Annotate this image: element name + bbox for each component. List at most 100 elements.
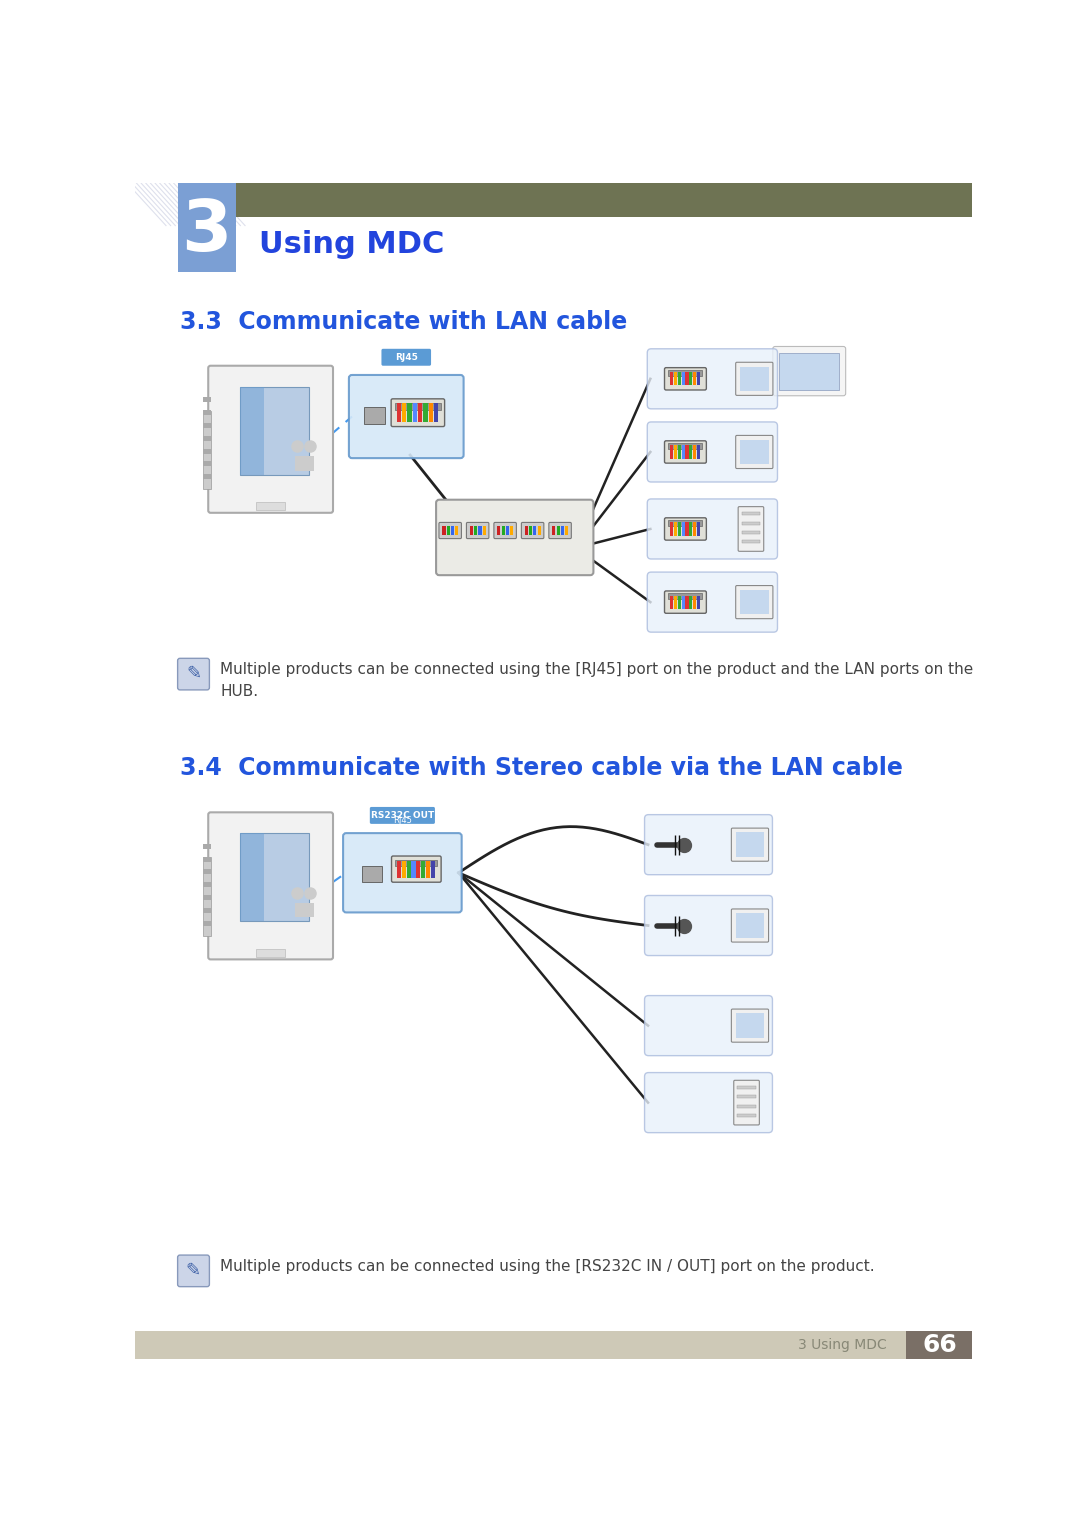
FancyBboxPatch shape [647,348,778,409]
Text: 3.3  Communicate with LAN cable: 3.3 Communicate with LAN cable [180,310,627,334]
Bar [693,596,697,609]
Bar [534,525,537,534]
Bar [295,457,314,470]
Bar [402,403,406,421]
Bar [429,403,433,421]
Bar [738,1086,756,1089]
Bar [681,446,685,458]
Bar [693,373,697,385]
FancyBboxPatch shape [731,909,769,942]
Bar [738,1113,756,1116]
Bar [689,373,692,385]
Bar [447,525,449,534]
Bar [418,403,422,421]
FancyBboxPatch shape [773,347,846,395]
FancyBboxPatch shape [664,591,706,614]
Bar [203,435,211,441]
Bar [686,373,689,385]
Bar [451,525,454,534]
Bar [203,883,211,887]
Bar [686,522,689,536]
Bar [411,861,416,878]
Bar [686,446,689,458]
Bar [203,857,211,861]
FancyBboxPatch shape [349,376,463,458]
FancyBboxPatch shape [664,518,706,541]
FancyBboxPatch shape [738,507,764,551]
Bar [681,596,685,609]
Bar [423,403,428,421]
Bar [240,834,264,921]
Bar [203,461,211,466]
Bar [203,921,211,925]
FancyBboxPatch shape [664,441,706,463]
Bar [510,525,513,534]
FancyBboxPatch shape [735,585,773,618]
Text: Multiple products can be connected using the [RS232C IN / OUT] port on the produ: Multiple products can be connected using… [220,1258,875,1274]
FancyBboxPatch shape [177,658,210,690]
Text: ✎: ✎ [186,1261,201,1280]
Bar [681,373,685,385]
Bar [693,446,697,458]
FancyBboxPatch shape [664,368,706,389]
Bar [203,449,211,454]
Bar [561,525,564,534]
Bar [670,373,673,385]
Bar [498,525,500,534]
Text: Multiple products can be connected using the [RJ45] port on the product and the : Multiple products can be connected using… [220,663,973,699]
Bar [689,596,692,609]
Bar [295,902,314,918]
Bar [740,366,769,391]
Bar [483,525,486,534]
Bar [177,183,235,272]
Bar [203,857,211,936]
Text: Using MDC: Using MDC [259,231,444,260]
Bar [677,446,680,458]
Bar [395,403,441,409]
Bar [538,525,541,534]
Bar [525,525,528,534]
Bar [681,522,685,536]
Bar [669,370,702,376]
FancyBboxPatch shape [645,895,772,956]
FancyBboxPatch shape [733,1080,759,1125]
Bar [697,596,700,609]
Bar [674,596,677,609]
Bar [256,502,285,510]
Bar [416,861,420,878]
FancyBboxPatch shape [369,806,435,825]
Bar [402,861,406,878]
Bar [742,522,760,525]
Bar [505,525,509,534]
Bar [474,525,477,534]
Bar [697,522,700,536]
FancyBboxPatch shape [392,857,441,883]
Bar [697,446,700,458]
FancyBboxPatch shape [177,1255,210,1287]
FancyBboxPatch shape [645,814,772,875]
Bar [431,861,435,878]
Bar [552,525,555,534]
Bar [677,522,680,536]
FancyBboxPatch shape [735,362,773,395]
Bar [203,411,211,415]
Text: RJ45: RJ45 [395,353,418,362]
Bar [443,525,446,534]
Bar [674,522,677,536]
Text: 3: 3 [181,197,232,266]
Bar [395,860,437,866]
Bar [670,446,673,458]
FancyBboxPatch shape [647,499,778,559]
Bar [686,596,689,609]
Bar [697,373,700,385]
FancyBboxPatch shape [735,435,773,469]
Bar [565,525,568,534]
Bar [203,397,211,402]
Bar [203,895,211,899]
FancyBboxPatch shape [391,399,445,426]
Bar [501,525,504,534]
Bar [203,411,211,489]
Bar [689,522,692,536]
Bar [455,525,458,534]
Bar [738,1104,756,1107]
